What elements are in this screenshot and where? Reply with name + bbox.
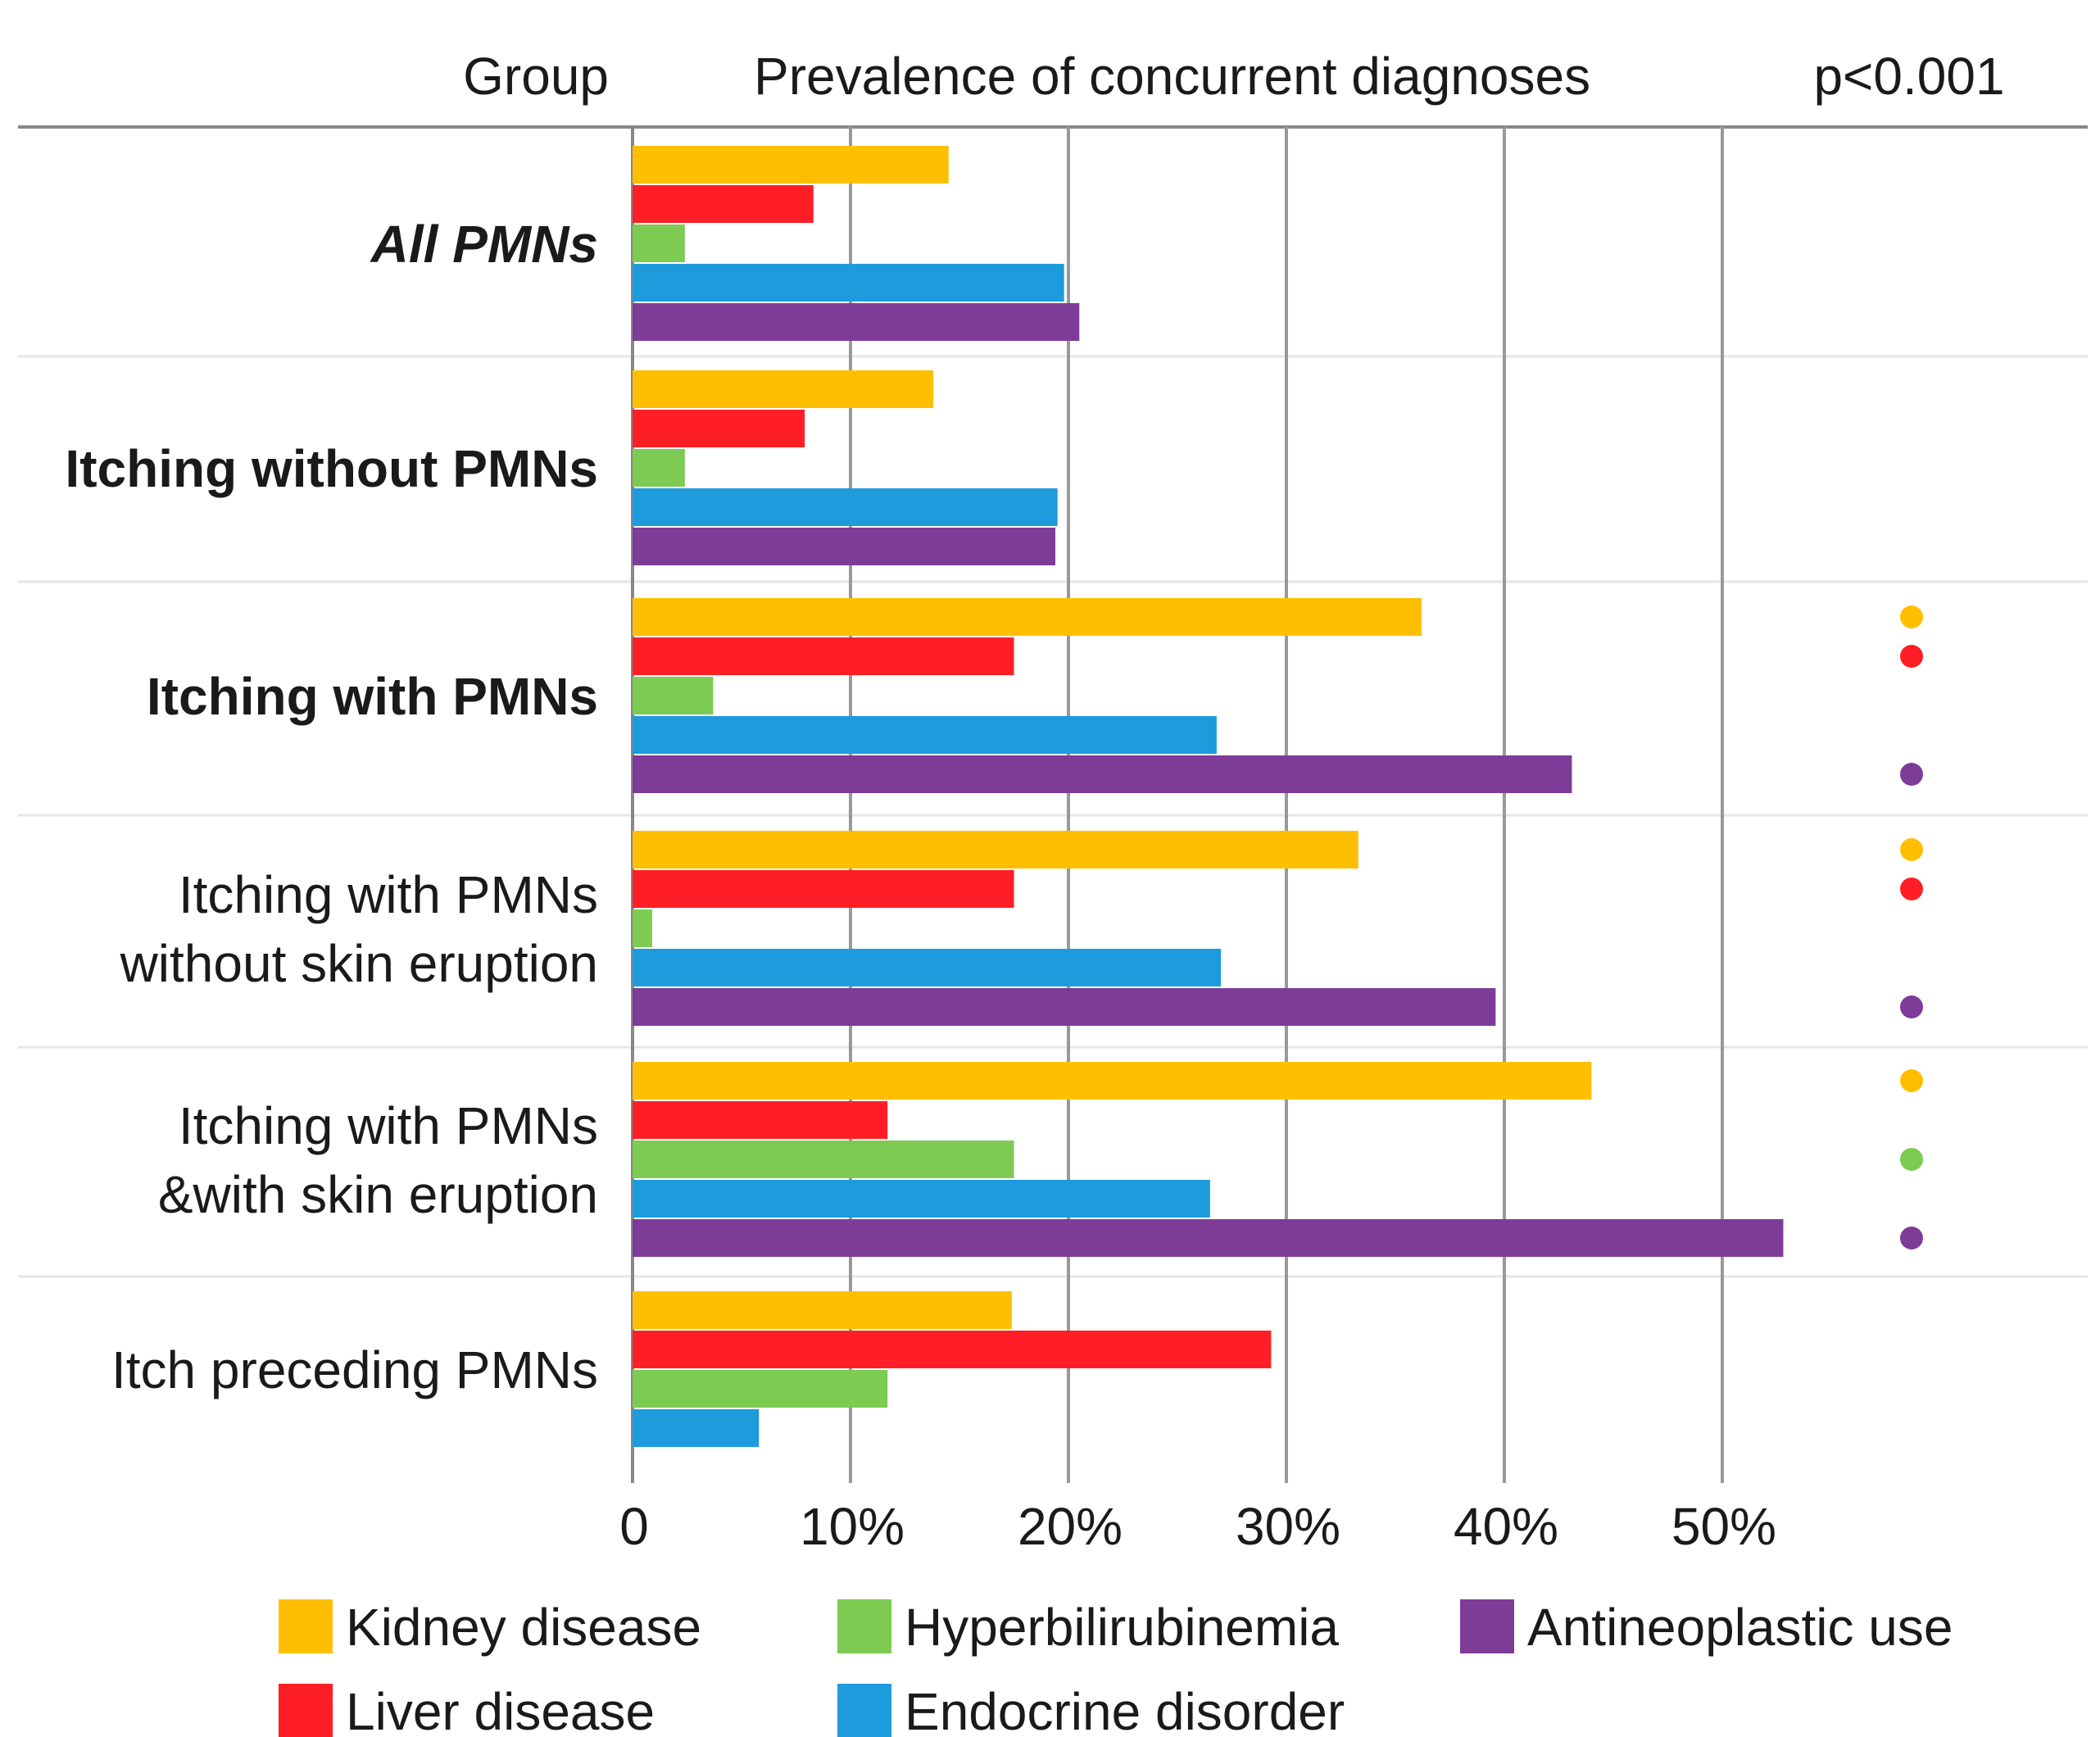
bar-endo-group-2: Endocrine disorder: 19.5% [633, 488, 1058, 526]
significance-dot-kidney-group-5 [1900, 1069, 1923, 1092]
significance-dot-anti-group-3 [1900, 763, 1923, 786]
significance-dot-liver-group-4 [1900, 878, 1923, 900]
legend-swatch-liver [279, 1684, 333, 1737]
legend-label-kidney: Kidney disease [346, 1598, 701, 1657]
legend-label-endo: Endocrine disorder [905, 1682, 1345, 1737]
group-label-3: Itching with PMNs [147, 667, 598, 726]
bar-kidney-group-1: Kidney disease: 14.5% [633, 146, 949, 184]
group-label-1: All PMNs [370, 215, 598, 274]
header-group-label: Group [463, 47, 609, 106]
bar-endo-group-1: Endocrine disorder: 19.8% [633, 264, 1064, 302]
bar-liver-group-2: Liver disease: 7.9% [633, 410, 805, 447]
bar-anti-group-3: Antineoplastic use: 43.1% [633, 755, 1572, 793]
bar-liver-group-1: Liver disease: 8.3% [633, 185, 814, 223]
bar-kidney-group-3: Kidney disease: 36.2% [633, 598, 1422, 636]
legend-label-liver: Liver disease [346, 1682, 655, 1737]
legend-swatch-anti [1460, 1599, 1514, 1653]
x-tick-label-40: 40% [1454, 1497, 1558, 1556]
group-label-6: Itch preceding PMNs [111, 1340, 598, 1399]
bars: Kidney disease: 14.5%Liver disease: 8.3%… [633, 146, 1784, 1447]
x-tick-label-20: 20% [1018, 1497, 1123, 1556]
x-tick-label-30: 30% [1236, 1497, 1340, 1556]
pvalue-header: p<0.001 [1813, 47, 2004, 106]
bar-kidney-group-6: Kidney disease: 17.4% [633, 1291, 1012, 1329]
group-label-4-line-2: without skin eruption [120, 934, 598, 993]
group-dividers [18, 355, 2088, 1278]
significance-dot-anti-group-4 [1900, 995, 1923, 1018]
significance-dot-kidney-group-3 [1900, 605, 1923, 628]
gridlines [631, 127, 1724, 1483]
significance-dot-kidney-group-4 [1900, 838, 1923, 861]
x-tick-label-10: 10% [800, 1497, 905, 1556]
bar-anti-group-5: Antineoplastic use: 52.8% [633, 1219, 1784, 1257]
significance-dot-anti-group-5 [1900, 1227, 1923, 1249]
group-label-5-line-2: &with skin eruption [158, 1165, 598, 1224]
legend: Kidney disease Liver disease Hyperbilirubi… [279, 1598, 1953, 1737]
bar-anti-group-1: Antineoplastic use: 20.5% [633, 303, 1080, 341]
bar-hyper-group-2: Hyperbilirubinemia: 2.4% [633, 449, 685, 487]
bar-hyper-group-5: Hyperbilirubinemia: 17.5% [633, 1141, 1014, 1178]
bar-liver-group-4: Liver disease: 17.5% [633, 870, 1014, 908]
significance-dot-hyper-group-5 [1900, 1148, 1923, 1171]
bar-kidney-group-4: Kidney disease: 33.3% [633, 831, 1358, 868]
legend-label-hyper: Hyperbilirubinemia [905, 1598, 1339, 1657]
bar-liver-group-5: Liver disease: 11.7% [633, 1101, 888, 1139]
bar-hyper-group-3: Hyperbilirubinemia: 3.7% [633, 677, 714, 714]
x-tick-label-50: 50% [1671, 1497, 1776, 1556]
bar-endo-group-4: Endocrine disorder: 27% [633, 949, 1222, 986]
legend-swatch-hyper [837, 1599, 891, 1653]
bar-hyper-group-4: Hyperbilirubinemia: 0.9% [633, 909, 652, 947]
legend-swatch-endo [837, 1684, 891, 1737]
bar-endo-group-5: Endocrine disorder: 26.5% [633, 1180, 1210, 1218]
legend-swatch-kidney [279, 1599, 333, 1653]
group-label-5-line-1: Itching with PMNs [179, 1096, 598, 1155]
group-labels: All PMNs Itching without PMNs Itching with… [65, 215, 598, 1399]
significance-dots [1900, 605, 1923, 1249]
bar-kidney-group-5: Kidney disease: 44% [633, 1062, 1592, 1100]
chart-title: Prevalence of concurrent diagnoses [754, 47, 1590, 106]
legend-label-anti: Antineoplastic use [1527, 1598, 1953, 1657]
x-tick-labels: 0 10% 20% 30% 40% 50% [619, 1497, 1776, 1556]
bar-hyper-group-1: Hyperbilirubinemia: 2.4% [633, 224, 685, 262]
bar-endo-group-3: Endocrine disorder: 26.8% [633, 716, 1217, 754]
group-label-2: Itching without PMNs [65, 439, 598, 498]
bar-anti-group-2: Antineoplastic use: 19.4% [633, 528, 1056, 565]
bar-kidney-group-2: Kidney disease: 13.8% [633, 370, 934, 408]
bar-hyper-group-6: Hyperbilirubinemia: 11.7% [633, 1370, 888, 1408]
group-label-4-line-1: Itching with PMNs [179, 865, 598, 924]
bar-anti-group-4: Antineoplastic use: 39.6% [633, 988, 1496, 1026]
x-tick-label-0: 0 [619, 1497, 649, 1556]
bar-endo-group-6: Endocrine disorder: 5.8% [633, 1409, 760, 1447]
bar-liver-group-3: Liver disease: 17.5% [633, 637, 1014, 675]
significance-dot-liver-group-3 [1900, 645, 1923, 668]
bar-liver-group-6: Liver disease: 29.3% [633, 1331, 1272, 1368]
